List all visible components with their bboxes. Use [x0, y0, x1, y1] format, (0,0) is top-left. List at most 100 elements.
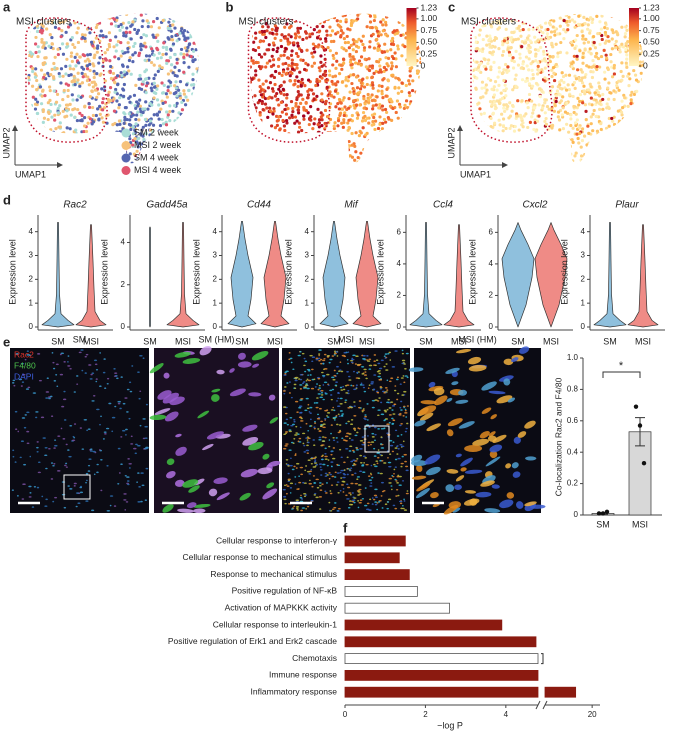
cell-dot: [115, 155, 118, 158]
cell: [145, 437, 148, 439]
cell-dot: [591, 159, 594, 162]
cell-dot: [589, 158, 592, 161]
cell-dot: [111, 123, 114, 126]
cell-dot: [617, 122, 620, 125]
cell-dot: [565, 12, 568, 15]
cell: [46, 391, 49, 393]
cell-dot: [361, 43, 364, 46]
cell: [67, 361, 69, 363]
cell-dot: [254, 69, 257, 72]
cell-dot: [101, 34, 104, 37]
cell-dot: [158, 64, 161, 67]
cell-dot: [195, 121, 198, 124]
cell-dot: [379, 136, 382, 139]
cell-dot: [591, 113, 594, 116]
cell-dot: [94, 89, 97, 92]
cell: [63, 391, 65, 393]
cell-dot: [327, 164, 330, 167]
cell-dot: [137, 118, 140, 121]
cell-dot: [47, 118, 50, 121]
cell-dot: [253, 135, 256, 138]
cell-dot: [43, 94, 46, 97]
y-tick-label: 1: [29, 298, 34, 307]
cell-dot: [342, 126, 345, 129]
cell-dot: [415, 108, 418, 111]
cell-dot: [594, 46, 597, 49]
cell-dot: [119, 161, 122, 164]
cell-dot: [391, 64, 394, 67]
cell-dot: [466, 9, 469, 12]
cell-dot: [58, 135, 61, 138]
cell-dot: [390, 163, 393, 166]
cell: [29, 496, 32, 498]
cell-dot: [355, 50, 358, 53]
cell-dot: [410, 66, 413, 69]
cell-dot: [254, 110, 257, 113]
cell-dot: [371, 142, 374, 145]
cell-dot: [249, 65, 252, 68]
cell: [375, 460, 378, 462]
cell-dot: [28, 141, 31, 144]
cell: [351, 419, 353, 421]
cell-dot: [252, 59, 255, 62]
cell-dot: [484, 91, 487, 94]
cell: [373, 464, 376, 466]
cell-dot: [622, 158, 625, 161]
cell-dot: [589, 70, 592, 73]
cell-dot: [34, 134, 37, 137]
cell-dot: [393, 86, 396, 89]
cell-dot: [583, 89, 586, 92]
cell-dot: [244, 29, 247, 32]
cell-dot: [597, 151, 600, 154]
cell-dot: [579, 158, 582, 161]
cell: [140, 425, 142, 427]
cell-dot: [152, 36, 155, 39]
cell-dot: [49, 103, 52, 106]
cell-dot: [178, 119, 181, 122]
cell-dot: [571, 43, 574, 46]
cell-dot: [575, 151, 578, 154]
cell-dot: [178, 92, 181, 95]
cell-dot: [601, 10, 604, 13]
cell-dot: [282, 88, 285, 91]
cell-dot: [569, 153, 572, 156]
cell-dot: [191, 140, 194, 143]
cell-dot: [108, 148, 111, 151]
cell-dot: [40, 69, 43, 72]
cell-dot: [82, 75, 85, 78]
cell-dot: [168, 10, 171, 13]
cell-dot: [517, 37, 520, 40]
cell-dot: [199, 22, 202, 25]
cell-dot: [482, 147, 485, 150]
cell-dot: [398, 121, 401, 124]
cell-dot: [372, 72, 375, 75]
cell-dot: [291, 146, 294, 149]
cell-dot: [582, 52, 585, 55]
cell-dot: [313, 117, 316, 120]
cell-dot: [514, 138, 517, 141]
cell-dot: [158, 52, 161, 55]
cell-dot: [628, 134, 631, 137]
cell-dot: [360, 10, 363, 13]
cell-dot: [362, 169, 365, 172]
cell-dot: [375, 147, 378, 150]
cell-dot: [379, 130, 382, 133]
legend-swatch: [122, 154, 131, 163]
cell-dot: [28, 154, 31, 157]
x-axis-label: UMAP1: [460, 169, 491, 179]
cell-dot: [244, 74, 247, 77]
cell-dot: [143, 70, 146, 73]
cell-dot: [340, 46, 343, 49]
cell-dot: [568, 143, 571, 146]
cell-dot: [567, 16, 570, 19]
cell-dot: [49, 132, 52, 135]
cell: [118, 448, 121, 450]
cell-dot: [293, 122, 296, 125]
cell-dot: [88, 102, 91, 105]
cell-dot: [122, 34, 125, 37]
cell-dot: [199, 63, 202, 66]
cell-dot: [485, 89, 488, 92]
cell-dot: [95, 10, 98, 13]
cell-dot: [318, 29, 321, 32]
cell-dot: [501, 54, 504, 57]
